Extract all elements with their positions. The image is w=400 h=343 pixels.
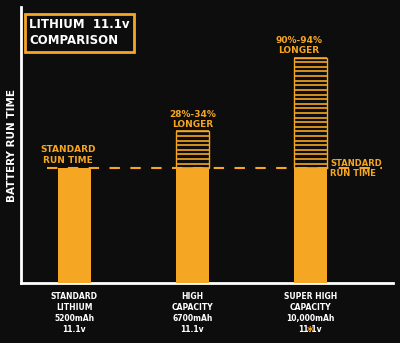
Text: 28%-34%
LONGER: 28%-34% LONGER xyxy=(169,110,216,129)
Bar xyxy=(58,168,91,283)
Text: STANDARD
RUN TIME: STANDARD RUN TIME xyxy=(330,158,382,178)
Bar xyxy=(294,168,327,283)
Bar xyxy=(176,131,209,168)
Bar xyxy=(294,58,327,168)
Bar xyxy=(176,168,209,283)
Text: 90%-94%
LONGER: 90%-94% LONGER xyxy=(275,36,322,55)
Y-axis label: BATTERY RUN TIME: BATTERY RUN TIME xyxy=(7,89,17,202)
Text: STANDARD
RUN TIME: STANDARD RUN TIME xyxy=(40,145,96,165)
Text: LITHIUM  11.1v
COMPARISON: LITHIUM 11.1v COMPARISON xyxy=(29,19,130,47)
Text: *: * xyxy=(307,325,314,338)
